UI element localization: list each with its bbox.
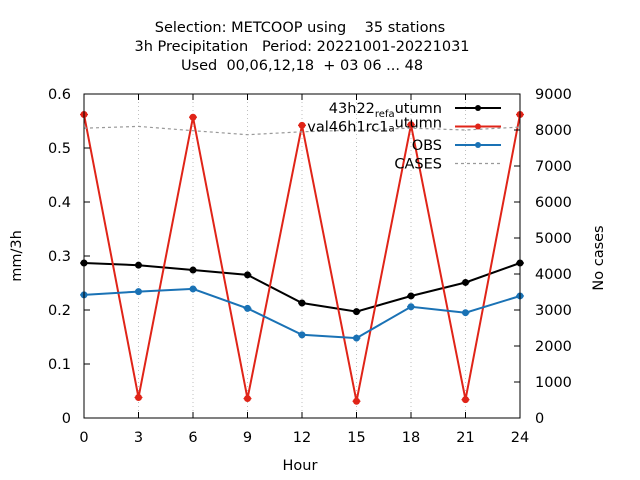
legend-label-part: ref [375, 109, 389, 120]
legend-label-part: utumn [395, 101, 442, 117]
chart-title-line-3: Used 00,06,12,18 + 03 06 ... 48 [181, 58, 423, 74]
x-tick-label: 21 [456, 430, 474, 446]
legend-entry: 43h22refautumn [329, 101, 501, 120]
y-tick-label: 0.2 [48, 303, 71, 319]
legend-label-part: utumn [395, 116, 442, 132]
y2-tick-label: 5000 [535, 231, 572, 247]
x-tick-label: 0 [79, 430, 88, 446]
x-tick-label: 12 [293, 430, 311, 446]
series-line [83, 125, 521, 136]
series-CASES [83, 125, 521, 136]
legend-label: OBS [412, 138, 442, 154]
x-axis-label: Hour [283, 458, 318, 474]
y2-tick-label: 1000 [535, 375, 572, 391]
chart-title-line-2: 3h Precipitation Period: 20221001-202210… [134, 39, 469, 55]
legend-label-part: a [388, 124, 394, 135]
x-tick-label: 3 [134, 430, 143, 446]
legend-marker [475, 105, 481, 111]
legend-marker [475, 142, 481, 148]
ticks: 0 3 6 9 12 15 18 21 24 0 0.1 0.2 0.3 0.4 0.5 0.6 0 1000 20… [48, 87, 572, 446]
legend-entry: OBS [412, 138, 501, 154]
y2-tick-label: 0 [535, 411, 544, 427]
series-val46h1rc1_autumn [80, 111, 524, 405]
x-tick-label: 6 [188, 430, 197, 446]
y2-tick-label: 8000 [535, 123, 572, 139]
chart-title-line-1: Selection: METCOOP using 35 stations [155, 20, 445, 36]
legend-label: 43h22refautumn [329, 101, 442, 120]
y2-axis-label: No cases [591, 225, 607, 290]
x-tick-label: 18 [402, 430, 420, 446]
series-OBS [80, 285, 524, 342]
y2-tick-label: 4000 [535, 267, 572, 283]
x-tick-label: 9 [243, 430, 252, 446]
legend-label-part: a [388, 109, 394, 120]
y-tick-label: 0.4 [48, 195, 71, 211]
series-43h22_ref_autumn [80, 259, 524, 316]
legend-marker [475, 123, 481, 130]
x-tick-label: 15 [347, 430, 365, 446]
y-tick-label: 0.3 [48, 249, 71, 265]
legend-label: CASES [394, 157, 442, 173]
legend-label-part: CASES [394, 157, 442, 173]
x-tick-label: 24 [511, 430, 529, 446]
legend-label-part: OBS [412, 138, 442, 154]
legend-label-part: val46h1rc1 [307, 120, 388, 136]
legend-label-part: 43h22 [329, 101, 375, 117]
y2-tick-label: 7000 [535, 159, 572, 175]
y-tick-label: 0 [62, 411, 71, 427]
series-layer [80, 111, 524, 405]
y-axis-label: mm/3h [9, 230, 25, 282]
y2-tick-label: 9000 [535, 87, 572, 103]
y-tick-label: 0.5 [48, 141, 71, 157]
legend-entry: val46h1rc1autumn [307, 116, 501, 136]
y2-tick-label: 6000 [535, 195, 572, 211]
y2-tick-label: 2000 [535, 339, 572, 355]
legend-entry: CASES [394, 157, 501, 173]
y-tick-label: 0.1 [48, 357, 71, 373]
y2-tick-label: 3000 [535, 303, 572, 319]
y-tick-label: 0.6 [48, 87, 71, 103]
legend-label: val46h1rc1autumn [307, 116, 442, 136]
